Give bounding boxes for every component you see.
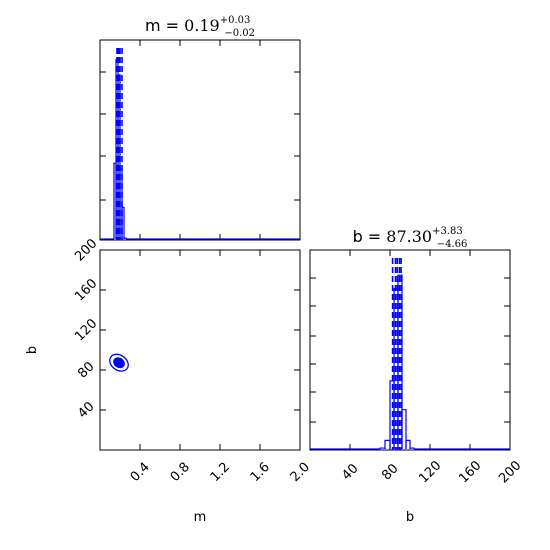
joint-x-tick-label: 1.6 xyxy=(248,460,273,485)
m-title: m = 0.19+0.03 −0.02 xyxy=(145,15,255,39)
b-hist-bar xyxy=(379,447,386,449)
b-hist-x-tick-label: 200 xyxy=(496,458,524,486)
joint-y-tick-label: 160 xyxy=(72,276,100,304)
b-hist-bar xyxy=(384,439,391,449)
b-hist-bar xyxy=(401,409,407,449)
joint-y-tick-label: 120 xyxy=(72,316,100,344)
joint-y-axis-label: b xyxy=(25,346,40,354)
b-hist-x-tick-label: 120 xyxy=(416,458,444,486)
b-title: b = 87.30+3.83 −4.66 xyxy=(353,226,468,250)
joint-y-tick-label: 40 xyxy=(75,399,97,421)
b-hist-bar xyxy=(405,439,411,449)
contour-level xyxy=(109,353,129,372)
m-histogram-frame xyxy=(99,39,301,241)
joint-x-tick-label: 1.2 xyxy=(208,460,233,485)
m-hist-bar xyxy=(123,237,127,239)
b-hist-x-tick-label: 80 xyxy=(379,461,401,483)
b-hist-x-tick-label: 160 xyxy=(456,458,484,486)
joint-x-tick-label: 2.0 xyxy=(288,460,313,485)
b-histogram-frame xyxy=(309,249,511,451)
b-hist-bar xyxy=(409,447,415,449)
b-hist-x-tick-label: 40 xyxy=(339,461,361,483)
joint-x-axis-label: m xyxy=(194,510,207,525)
joint-x-tick-label: 0.4 xyxy=(128,460,153,485)
joint-contour-frame xyxy=(99,249,301,451)
b-hist-x-axis-label: b xyxy=(406,510,414,525)
joint-y-tick-label: 80 xyxy=(75,359,97,381)
joint-x-tick-label: 0.8 xyxy=(168,460,193,485)
contour-core xyxy=(113,357,125,369)
joint-y-tick-label: 200 xyxy=(72,236,100,264)
